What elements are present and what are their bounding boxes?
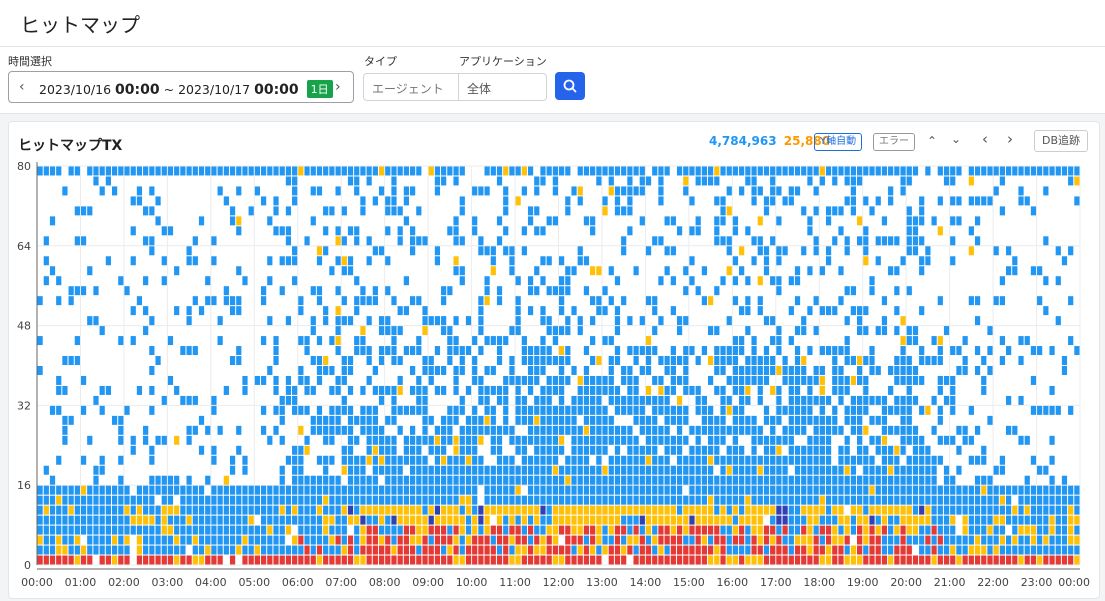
chevron-left-icon[interactable]: ‹: [19, 79, 25, 95]
end-time: 00:00: [254, 82, 299, 98]
filter-bar: 時間選択 ‹ 2023/10/16 00:00 ~ 2023/10/17 00:…: [0, 47, 1105, 114]
page-title: ヒットマップ: [20, 13, 140, 37]
range-separator: ~: [163, 82, 175, 97]
error-toggle[interactable]: エラー: [873, 133, 915, 151]
type-label: タイプ: [364, 55, 397, 68]
error-count: 25,880: [783, 134, 831, 148]
db-trace-button[interactable]: DB追跡: [1034, 130, 1089, 152]
time-range-text[interactable]: 2023/10/16 00:00 ~ 2023/10/17 00:00 1日: [39, 80, 333, 98]
normal-count: 4,784,963: [709, 134, 777, 148]
heatmap-card: ヒットマップTX 4,784,963 25,880 Y軸自動 エラー ⌃ ⌄ ‹…: [8, 121, 1100, 599]
time-select-label: 時間選択: [8, 55, 52, 68]
application-select[interactable]: 全体: [458, 73, 547, 101]
search-button[interactable]: [555, 72, 585, 100]
chevron-down-icon[interactable]: ⌄: [951, 132, 962, 146]
range-badge[interactable]: 1日: [306, 80, 333, 98]
page-header: ヒットマップ: [0, 0, 1105, 47]
end-date: 2023/10/17: [178, 82, 251, 97]
type-select[interactable]: エージェント: [363, 73, 459, 101]
chevron-right-icon[interactable]: ›: [1007, 130, 1013, 148]
chevron-right-icon[interactable]: ›: [335, 79, 341, 95]
time-range-picker[interactable]: ‹ 2023/10/16 00:00 ~ 2023/10/17 00:00 1日…: [8, 71, 354, 103]
y-axis-auto-toggle[interactable]: Y軸自動: [814, 133, 863, 151]
search-icon: [563, 79, 577, 93]
tx-counts: 4,784,963 25,880: [709, 134, 830, 148]
start-time: 00:00: [115, 82, 160, 98]
application-label: アプリケーション: [459, 55, 547, 68]
heatmap-title: ヒットマップTX: [18, 138, 123, 154]
chevron-up-icon[interactable]: ⌃: [927, 134, 938, 148]
chevron-left-icon[interactable]: ‹: [982, 130, 988, 148]
start-date: 2023/10/16: [39, 82, 112, 97]
